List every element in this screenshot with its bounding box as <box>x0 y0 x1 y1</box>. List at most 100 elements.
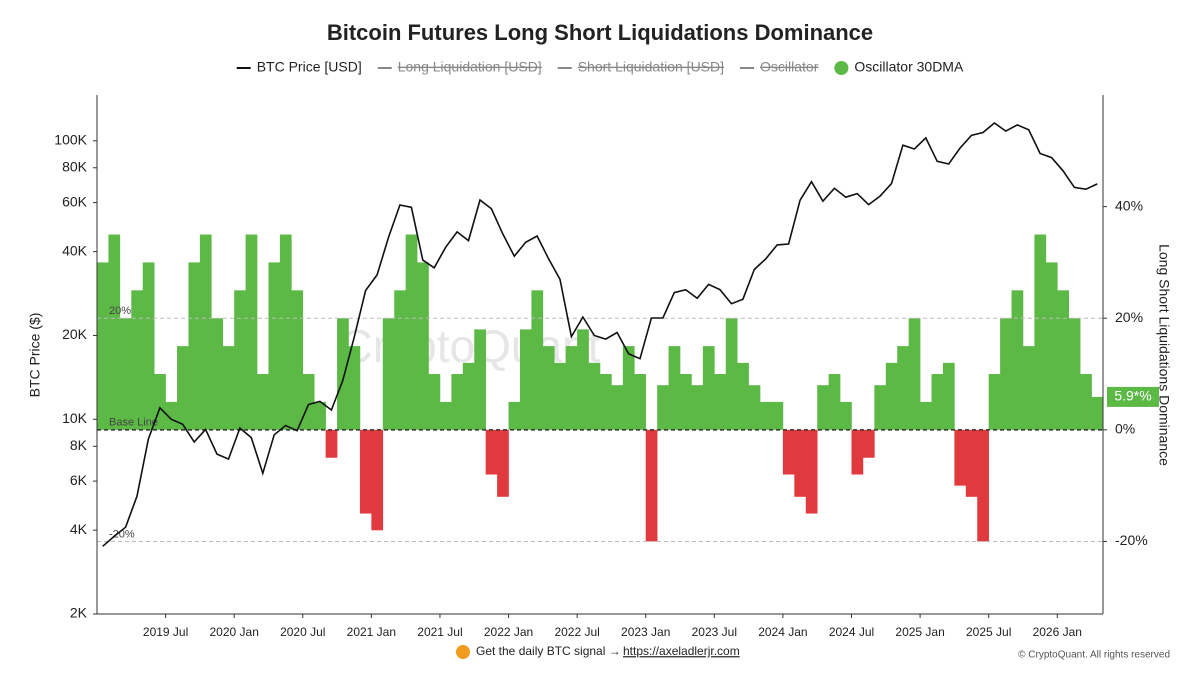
oscillator-bar <box>451 374 464 430</box>
oscillator-bar <box>199 234 212 430</box>
y2-tick-label: 40% <box>1115 197 1143 213</box>
oscillator-bar <box>222 346 235 430</box>
oscillator-bar <box>771 401 784 430</box>
oscillator-bar <box>668 346 681 430</box>
legend-label[interactable]: Long Liquidation [USD] <box>398 59 542 75</box>
y2-tick-label: 0% <box>1115 421 1135 437</box>
oscillator-bar <box>851 429 864 475</box>
oscillator-bar <box>645 429 658 542</box>
footer-text: Get the daily BTC signal → <box>476 644 621 658</box>
oscillator-bar <box>188 262 201 430</box>
last-value-box <box>1107 386 1159 407</box>
oscillator-bar <box>954 429 967 486</box>
oscillator-bar <box>702 346 715 430</box>
oscillator-bar <box>154 374 166 430</box>
oscillator-bar <box>337 318 349 430</box>
oscillator-bar <box>1045 262 1058 430</box>
oscillator-bar <box>97 262 109 430</box>
footer-link[interactable]: https://axeladlerjr.com <box>623 644 740 658</box>
oscillator-bar <box>1034 234 1047 430</box>
y-tick-label: 8K <box>70 437 88 453</box>
x-tick-label: 2021 Jul <box>417 625 462 639</box>
x-tick-label: 2025 Jan <box>895 625 944 639</box>
last-value-label: 5.9*% <box>1114 388 1151 404</box>
oscillator-bar <box>805 429 818 514</box>
oscillator-bar <box>314 401 326 430</box>
oscillator-bar <box>508 401 521 430</box>
oscillator-bar <box>600 374 612 430</box>
oscillator-bar <box>485 429 498 475</box>
legend-label[interactable]: Short Liquidation [USD] <box>578 59 724 75</box>
oscillator-bar <box>920 401 932 430</box>
oscillator-bar <box>760 401 772 430</box>
y-tick-label: 100K <box>54 131 87 147</box>
legend-marker <box>834 61 849 75</box>
oscillator-bar <box>554 362 567 430</box>
oscillator-bar <box>417 262 429 430</box>
oscillator-bar <box>680 374 692 430</box>
x-tick-label: 2020 Jul <box>280 625 325 639</box>
oscillator-bar <box>325 429 338 458</box>
oscillator-bar <box>634 374 647 430</box>
reference-label: Base Line <box>109 417 158 429</box>
oscillator-bar <box>565 346 578 430</box>
x-tick-label: 2024 Jul <box>829 625 874 639</box>
oscillator-bar <box>988 374 1001 430</box>
price-line <box>102 121 1098 547</box>
oscillator-bar <box>588 362 601 430</box>
oscillator-bar <box>439 401 452 430</box>
x-tick-label: 2020 Jan <box>209 625 258 639</box>
y2-tick-label: -20% <box>1115 532 1148 548</box>
x-tick-label: 2024 Jan <box>758 625 807 639</box>
oscillator-bar <box>359 429 372 514</box>
oscillator-bar <box>394 290 406 430</box>
oscillator-bar <box>268 262 281 430</box>
oscillator-bar <box>371 429 384 531</box>
x-tick-label: 2025 Jul <box>966 625 1011 639</box>
oscillator-bar <box>428 374 441 430</box>
signal-icon <box>456 645 470 659</box>
y-tick-label: 4K <box>70 521 88 537</box>
oscillator-bar <box>257 374 269 430</box>
y-axis-label: BTC Price ($) <box>27 313 43 398</box>
oscillator-bar <box>1022 346 1035 430</box>
oscillator-bar <box>1068 318 1081 430</box>
y-tick-label: 60K <box>62 193 88 209</box>
legend: BTC Price [USD] Long Liquidation [USD] Sho… <box>236 59 964 75</box>
oscillator-bar <box>497 429 509 497</box>
oscillator-bar <box>782 429 795 475</box>
oscillator-bar <box>302 374 315 430</box>
legend-label[interactable]: Oscillator <box>760 59 819 75</box>
y-tick-label: 40K <box>62 242 88 258</box>
oscillator-bar <box>131 290 144 430</box>
oscillator-bar <box>622 346 635 430</box>
oscillator-bar <box>348 346 361 430</box>
oscillator-bar <box>542 346 555 430</box>
y-tick-label: 2K <box>70 605 88 621</box>
y2-tick-label: 20% <box>1115 309 1143 325</box>
oscillator-bar <box>177 346 189 430</box>
y-tick-label: 6K <box>70 472 88 488</box>
chart-title: Bitcoin Futures Long Short Liquidations … <box>327 20 873 45</box>
oscillator-bar <box>108 234 121 430</box>
oscillator-bar <box>519 329 532 430</box>
oscillator-bar <box>1057 290 1070 430</box>
oscillator-bar <box>611 385 624 430</box>
oscillator-bar <box>942 362 955 430</box>
oscillator-bar <box>1000 318 1012 430</box>
reference-label: 20% <box>109 305 131 317</box>
oscillator-bar <box>119 318 132 430</box>
legend-label[interactable]: BTC Price [USD] <box>257 59 362 75</box>
oscillator-bar <box>1080 374 1092 430</box>
x-tick-label: 2022 Jul <box>554 625 599 639</box>
oscillator-bar <box>657 385 669 430</box>
oscillator-bar <box>725 318 738 430</box>
oscillator-bar <box>279 234 292 430</box>
oscillator-bar <box>142 262 155 430</box>
x-tick-label: 2019 Jul <box>143 625 188 639</box>
oscillator-bar <box>1091 396 1104 430</box>
oscillator-bar <box>748 385 761 430</box>
legend-label[interactable]: Oscillator 30DMA <box>854 59 964 75</box>
oscillator-bar <box>577 329 589 430</box>
